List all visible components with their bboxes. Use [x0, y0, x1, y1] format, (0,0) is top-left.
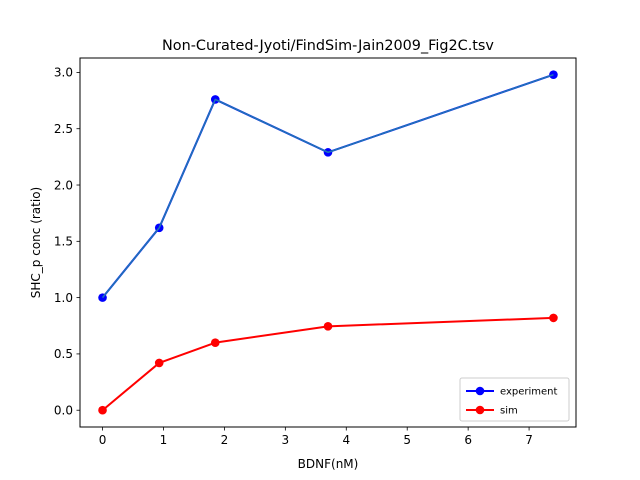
- data-point-sim: [154, 358, 164, 368]
- y-tick-label: 0.0: [54, 404, 73, 418]
- y-tick-label: 2.5: [54, 122, 73, 136]
- chart-title: Non-Curated-Jyoti/FindSim-Jain2009_Fig2C…: [162, 38, 494, 54]
- y-tick-label: 2.0: [54, 178, 73, 192]
- x-tick-label: 4: [342, 433, 350, 447]
- data-point-sim: [549, 313, 558, 323]
- x-tick-label: 0: [99, 433, 107, 447]
- data-point-sim: [98, 405, 107, 415]
- x-tick-label: 2: [221, 433, 229, 447]
- data-point-experiment: [549, 70, 558, 79]
- y-tick-label: 3.0: [54, 66, 73, 80]
- x-tick-label: 6: [464, 433, 472, 447]
- legend-marker-sim: [475, 405, 485, 415]
- legend-marker-experiment: [475, 386, 485, 396]
- plot-frame: [79, 57, 577, 428]
- legend-label-sim: sim: [500, 406, 518, 417]
- x-axis-ticks: 0 1 2 3 4 5 6 7: [99, 427, 533, 447]
- y-tick-label: 0.5: [54, 347, 73, 361]
- data-point-sim: [323, 322, 333, 331]
- series-layer: [98, 70, 558, 415]
- plot-area: [80, 58, 576, 427]
- x-tick-label: 7: [525, 433, 533, 447]
- y-axis-label: SHC_p conc (ratio): [29, 187, 43, 298]
- y-axis-ticks: 0.0 0.5 1.0 1.5 2.0 2.5 3.0: [54, 66, 80, 418]
- series-overlay-line-experiment: [101, 73, 554, 299]
- x-axis-label: BDNF(nM): [298, 457, 359, 471]
- legend-label-experiment: experiment: [500, 387, 558, 398]
- legend: experiment sim: [459, 377, 570, 422]
- x-tick-label: 5: [403, 433, 411, 447]
- x-tick-label: 3: [282, 433, 290, 447]
- x-tick-label: 1: [160, 433, 168, 447]
- data-point-sim: [210, 338, 220, 347]
- y-tick-label: 1.5: [54, 235, 73, 249]
- y-tick-label: 1.0: [54, 291, 73, 305]
